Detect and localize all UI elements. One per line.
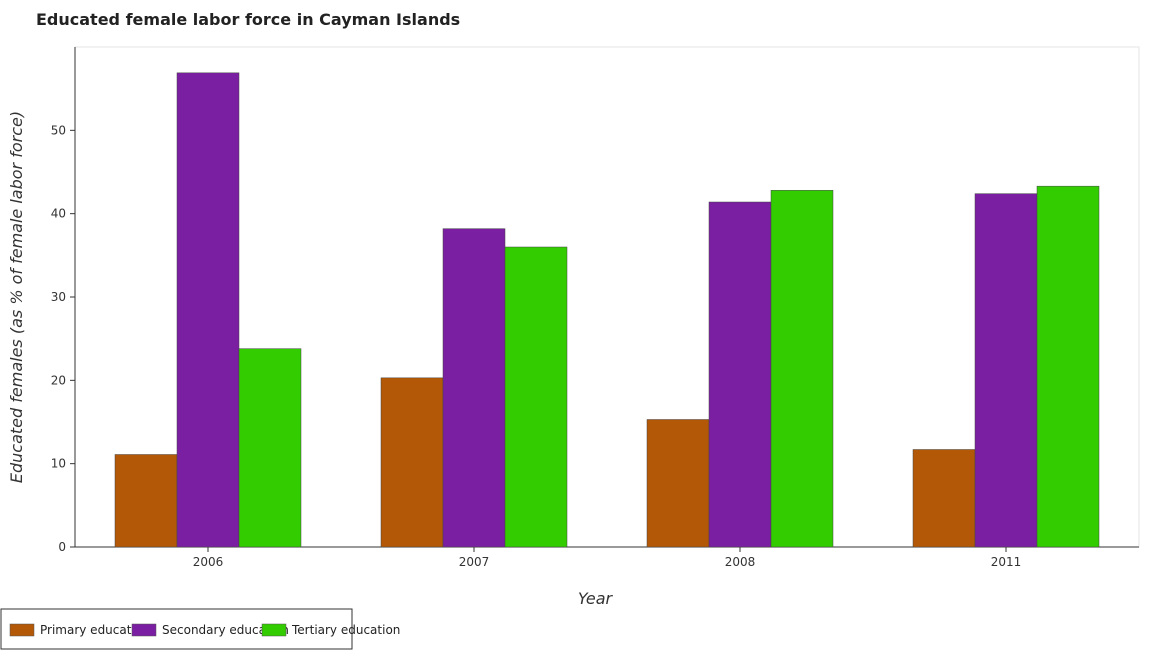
x-axis: 2006 2007 2008 2011 — [75, 546, 1139, 569]
y-axis: 0 10 20 30 40 50 — [51, 47, 76, 554]
legend-label-secondary: Secondary education — [162, 623, 289, 637]
x-tick-label: 2011 — [991, 555, 1022, 569]
bar-tertiary-education-2006 — [238, 348, 302, 548]
bar-secondary-education-2006 — [176, 72, 240, 548]
y-tick-label: 50 — [51, 123, 66, 137]
bar-secondary-education-2007 — [442, 228, 506, 548]
bar-tertiary-education-2008 — [770, 190, 834, 548]
chart-title: Educated female labor force in Cayman Is… — [36, 10, 460, 29]
y-axis-label: Educated females (as % of female labor f… — [7, 111, 26, 483]
bar-primary-education-2011 — [912, 449, 976, 548]
y-tick-label: 40 — [51, 207, 66, 221]
legend-swatch-tertiary — [261, 623, 287, 637]
legend-box — [0, 608, 353, 650]
bar-tertiary-education-2011 — [1036, 185, 1100, 548]
bar-primary-education-2007 — [380, 377, 444, 548]
legend: Primary education Secondary education Te… — [0, 608, 400, 650]
y-tick-label: 10 — [51, 457, 66, 471]
x-tick-label: 2007 — [459, 555, 490, 569]
x-axis-label: Year — [578, 589, 614, 608]
x-tick-label: 2008 — [725, 555, 756, 569]
bars — [114, 72, 1100, 548]
bar-tertiary-education-2007 — [504, 246, 568, 548]
bar-secondary-education-2008 — [708, 201, 772, 548]
y-tick-label: 30 — [51, 290, 66, 304]
bar-secondary-education-2011 — [974, 193, 1038, 548]
bar-primary-education-2008 — [646, 419, 710, 548]
legend-label-tertiary: Tertiary education — [291, 623, 400, 637]
x-tick-label: 2006 — [193, 555, 224, 569]
bar-primary-education-2006 — [114, 454, 178, 548]
legend-label-primary: Primary education — [40, 623, 150, 637]
y-tick-label: 0 — [58, 540, 66, 554]
y-tick-label: 20 — [51, 373, 66, 387]
legend-swatch-primary — [9, 623, 35, 637]
legend-swatch-secondary — [131, 623, 157, 637]
